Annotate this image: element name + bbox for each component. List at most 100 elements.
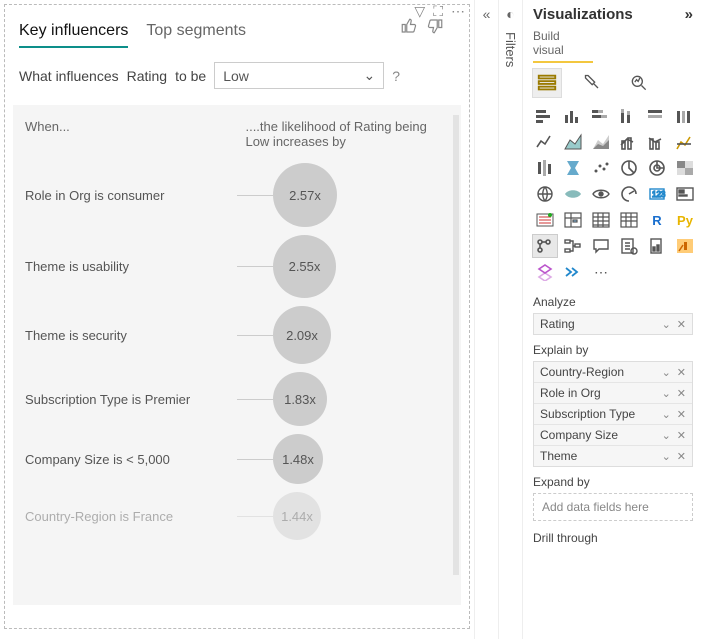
chevron-down-icon[interactable]: ⌄: [662, 318, 671, 331]
focus-mode-icon[interactable]: ⛶: [433, 3, 443, 20]
prompt-suffix: to be: [175, 68, 206, 84]
field-item[interactable]: Country-Region⌄✕: [534, 362, 692, 383]
viz-type-icon[interactable]: ⋯: [589, 261, 613, 283]
viz-type-icon[interactable]: [589, 105, 613, 127]
influencer-row[interactable]: Role in Org is consumer2.57x: [13, 159, 461, 231]
viz-type-icon[interactable]: [589, 235, 613, 257]
viz-type-icon[interactable]: [645, 131, 669, 153]
viz-type-icon[interactable]: [589, 209, 613, 231]
field-item[interactable]: Rating⌄✕: [534, 314, 692, 334]
influencer-bubble: 1.44x: [273, 492, 321, 540]
more-options-icon[interactable]: ⋯: [451, 3, 465, 20]
influencer-stem: [237, 266, 273, 267]
remove-field-icon[interactable]: ✕: [677, 408, 686, 421]
analytics-mode-icon[interactable]: [625, 69, 653, 97]
viz-type-icon[interactable]: [617, 209, 641, 231]
build-visual-tab[interactable]: Build visual: [533, 29, 593, 63]
tab-top-segments[interactable]: Top segments: [146, 22, 246, 46]
chevron-down-icon: ⌄: [363, 67, 375, 84]
viz-type-icon[interactable]: [617, 131, 641, 153]
influencer-bubble: 1.48x: [273, 434, 323, 484]
viz-type-icon[interactable]: 123: [645, 183, 669, 205]
remove-field-icon[interactable]: ✕: [677, 366, 686, 379]
viz-type-icon[interactable]: [645, 105, 669, 127]
remove-field-icon[interactable]: ✕: [677, 387, 686, 400]
viz-type-icon[interactable]: [673, 105, 697, 127]
viz-type-icon[interactable]: R: [645, 209, 669, 231]
filters-rail[interactable]: ◐ Filters: [498, 0, 522, 639]
chevron-down-icon[interactable]: ⌄: [662, 387, 671, 400]
chevron-down-icon[interactable]: ⌄: [662, 429, 671, 442]
analyze-well[interactable]: Rating⌄✕: [533, 313, 693, 335]
filter-icon[interactable]: ▽: [414, 3, 425, 20]
influencer-bubble: 2.09x: [273, 306, 331, 364]
field-label: Subscription Type: [540, 407, 635, 421]
field-item[interactable]: Role in Org⌄✕: [534, 383, 692, 404]
viz-type-icon[interactable]: [673, 157, 697, 179]
influencer-label: Subscription Type is Premier: [25, 392, 237, 407]
influencer-label: Company Size is < 5,000: [25, 452, 237, 467]
remove-field-icon[interactable]: ✕: [677, 450, 686, 463]
influencer-label: Role in Org is consumer: [25, 188, 237, 203]
viz-type-icon[interactable]: [561, 261, 585, 283]
influencer-bubble: 1.83x: [273, 372, 327, 426]
key-influencers-visual: ▽ ⛶ ⋯ Key influencers Top segments What …: [4, 4, 470, 629]
viz-type-icon[interactable]: [533, 183, 557, 205]
influencer-row[interactable]: Subscription Type is Premier 1.83x: [13, 368, 461, 430]
chevron-down-icon[interactable]: ⌄: [662, 408, 671, 421]
influencer-row[interactable]: Company Size is < 5,000 1.48x: [13, 430, 461, 488]
collapse-pane-icon[interactable]: »: [685, 6, 693, 23]
field-label: Theme: [540, 449, 577, 463]
viz-type-icon[interactable]: Py: [673, 209, 697, 231]
viz-type-icon[interactable]: [533, 261, 557, 283]
expand-placeholder[interactable]: Add data fields here: [533, 493, 693, 521]
remove-field-icon[interactable]: ✕: [677, 318, 686, 331]
field-item[interactable]: Company Size⌄✕: [534, 425, 692, 446]
help-icon[interactable]: ?: [392, 68, 400, 84]
drill-through-title: Drill through: [533, 531, 693, 545]
visualization-picker: 123RPy⋯: [533, 105, 693, 283]
expand-title: Expand by: [533, 475, 693, 489]
viz-type-icon[interactable]: [673, 235, 697, 257]
tab-key-influencers[interactable]: Key influencers: [19, 22, 128, 48]
remove-field-icon[interactable]: ✕: [677, 429, 686, 442]
viz-type-icon[interactable]: [673, 183, 697, 205]
influencer-row[interactable]: Theme is usability2.55x: [13, 231, 461, 302]
viz-type-icon[interactable]: [589, 183, 613, 205]
expand-left-icon[interactable]: «: [483, 6, 491, 22]
field-item[interactable]: Theme ⌄ ✕: [534, 446, 692, 466]
viz-type-icon[interactable]: [617, 235, 641, 257]
field-item[interactable]: Subscription Type ⌄ ✕: [534, 404, 692, 425]
fields-mode-icon[interactable]: [533, 69, 561, 97]
viz-type-icon[interactable]: [561, 105, 585, 127]
viz-type-icon[interactable]: [589, 131, 613, 153]
chart-header-likelihood: ....the likelihood of Rating being Low i…: [245, 119, 449, 149]
thumbs-down-icon[interactable]: [425, 17, 445, 40]
viz-type-icon[interactable]: [533, 157, 557, 179]
influencer-chart: When... ....the likelihood of Rating bei…: [13, 105, 461, 605]
viz-type-icon[interactable]: [617, 183, 641, 205]
viz-type-icon[interactable]: [645, 235, 669, 257]
explain-well[interactable]: Country-Region⌄✕Role in Org⌄✕Subscriptio…: [533, 361, 693, 467]
format-mode-icon[interactable]: [579, 69, 607, 97]
viz-type-icon[interactable]: [617, 157, 641, 179]
viz-type-icon[interactable]: [589, 157, 613, 179]
viz-type-icon[interactable]: [645, 157, 669, 179]
thumbs-up-icon[interactable]: [399, 17, 419, 40]
viz-type-icon[interactable]: [561, 157, 585, 179]
influencer-row[interactable]: Country-Region is France1.44x: [13, 488, 461, 544]
viz-type-icon[interactable]: [533, 105, 557, 127]
viz-type-icon[interactable]: [533, 131, 557, 153]
viz-type-icon[interactable]: [533, 209, 557, 231]
viz-type-icon[interactable]: [561, 131, 585, 153]
chevron-down-icon[interactable]: ⌄: [662, 450, 671, 463]
viz-type-icon[interactable]: [673, 131, 697, 153]
value-dropdown[interactable]: Low ⌄: [214, 62, 384, 89]
chevron-down-icon[interactable]: ⌄: [662, 366, 671, 379]
viz-type-icon[interactable]: [561, 209, 585, 231]
viz-type-icon[interactable]: [561, 183, 585, 205]
viz-type-icon[interactable]: [561, 235, 585, 257]
viz-type-icon[interactable]: [533, 235, 557, 257]
viz-type-icon[interactable]: [617, 105, 641, 127]
influencer-row[interactable]: Theme is security2.09x: [13, 302, 461, 368]
